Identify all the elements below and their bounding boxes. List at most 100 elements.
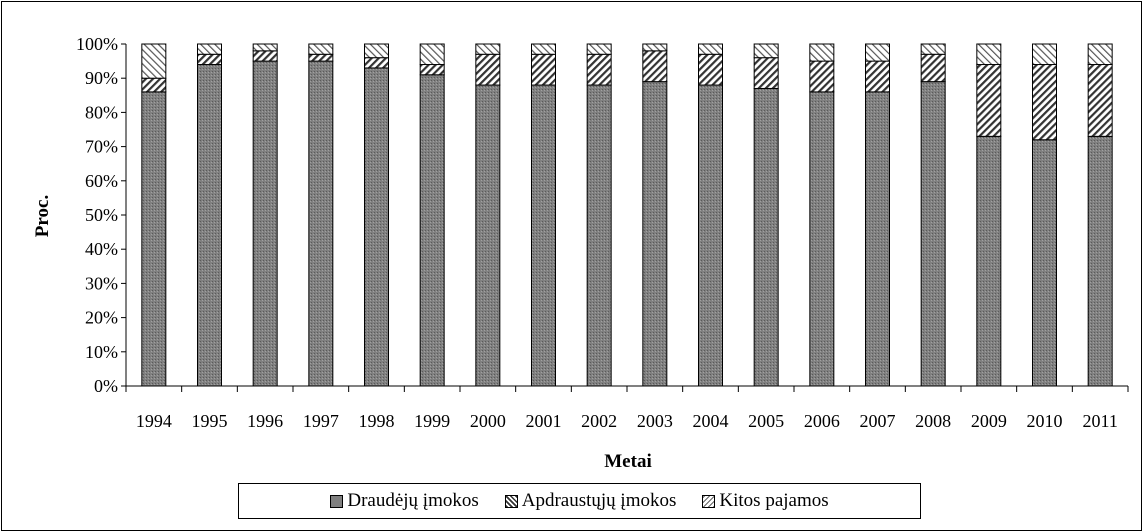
bar-segment: [920, 43, 946, 55]
bar-segment: [976, 64, 1002, 137]
bar-segment: [586, 43, 612, 55]
y-axis-ticks: 0% 10% 20% 30% 40% 50% 60% 70% 80% 90% 100%: [76, 34, 126, 396]
bar-segment: [809, 60, 835, 93]
bar-segment: [1032, 139, 1057, 387]
bar-segment: [197, 53, 222, 66]
y-tick-label: 70%: [85, 137, 118, 157]
y-tick-label: 40%: [85, 239, 118, 259]
legend: Draudėjų įmokos Apdraustųjų įmokos Kitos…: [238, 483, 921, 519]
bar-segment: [252, 50, 278, 62]
legend-label: Apdraustųjų įmokos: [521, 490, 677, 511]
x-tick-label: 1994: [136, 411, 172, 431]
x-tick-label: 1995: [192, 411, 228, 431]
y-tick-label: 10%: [85, 342, 118, 362]
bar-segment: [865, 91, 890, 387]
x-tick-label: 2000: [470, 411, 506, 431]
y-tick-label: 50%: [85, 205, 118, 225]
bar-segment: [419, 64, 445, 76]
x-tick-label: 1998: [359, 411, 395, 431]
bar-segment: [976, 135, 1002, 387]
y-tick-label: 90%: [85, 68, 118, 88]
bar-segment: [753, 57, 779, 89]
bar-segment: [809, 43, 835, 62]
bar-segment: [308, 60, 334, 387]
bar-segment: [308, 53, 334, 62]
bar-segment: [753, 43, 779, 59]
bar-segment: [698, 43, 723, 55]
bar-segment: [531, 43, 556, 55]
x-axis-ticks: 1994 1995 1996 1997 1998 1999 2000 2001 2002 2003…: [125, 386, 1129, 431]
bar-segment: [475, 53, 501, 86]
y-tick-label: 60%: [85, 171, 118, 191]
bar-segment: [141, 91, 167, 387]
bar-segment: [419, 74, 445, 387]
x-axis-title: Metai: [604, 451, 651, 472]
bar-segment: [642, 43, 668, 52]
bar-segment: [698, 53, 723, 86]
bar-segment: [809, 91, 835, 387]
bar-segment: [252, 43, 278, 52]
bar-segment: [308, 43, 334, 55]
legend-item-draudeju: Draudėjų įmokos: [330, 490, 479, 512]
bar-segment: [865, 60, 890, 93]
bar-segment: [141, 43, 167, 79]
x-tick-label: 2004: [693, 411, 729, 431]
bar-segment: [920, 53, 946, 83]
x-tick-label: 1999: [414, 411, 450, 431]
legend-label: Draudėjų įmokos: [347, 490, 479, 511]
bar-segment: [197, 64, 222, 387]
y-tick-label: 20%: [85, 308, 118, 328]
legend-swatch-dots-icon: [330, 494, 344, 508]
bar-segment: [920, 81, 946, 387]
bar-segment: [252, 60, 278, 387]
x-tick-label: 1996: [247, 411, 283, 431]
legend-swatch-diagonal-icon: [504, 494, 518, 508]
legend-swatch-light-diagonal-icon: [702, 494, 716, 508]
bar-segment: [1087, 135, 1113, 387]
bar-segment: [364, 57, 389, 69]
x-tick-label: 1997: [303, 411, 339, 431]
bar-segment: [642, 50, 668, 83]
bar-segment: [364, 67, 389, 387]
axes: [125, 44, 1128, 387]
y-tick-label: 0%: [94, 376, 118, 396]
bar-segment: [475, 84, 501, 387]
bar-segment: [531, 84, 556, 387]
bar-segment: [475, 43, 501, 55]
legend-item-kitos: Kitos pajamos: [702, 490, 829, 512]
bar-segment: [976, 43, 1002, 66]
x-tick-label: 2010: [1027, 411, 1063, 431]
bar-segment: [531, 53, 556, 86]
y-tick-label: 30%: [85, 273, 118, 293]
x-tick-label: 2009: [971, 411, 1007, 431]
x-tick-label: 2008: [915, 411, 951, 431]
x-tick-label: 2006: [804, 411, 840, 431]
y-tick-label: 100%: [76, 34, 118, 54]
bar-segment: [586, 84, 612, 387]
legend-item-apdraustuju: Apdraustųjų įmokos: [504, 490, 677, 512]
bar-segment: [419, 43, 445, 66]
bar-segment: [1087, 43, 1113, 66]
legend-label: Kitos pajamos: [719, 490, 829, 511]
bar-segment: [753, 87, 779, 387]
bar-segment: [698, 84, 723, 387]
bar-segment: [1032, 43, 1057, 66]
x-tick-label: 2005: [748, 411, 784, 431]
bar-segment: [1032, 64, 1057, 141]
bar-segment: [642, 81, 668, 387]
bar-segment: [197, 43, 222, 55]
y-axis-title: Proc.: [32, 195, 53, 237]
bar-segment: [141, 77, 167, 93]
x-tick-label: 2003: [637, 411, 673, 431]
bar-segment: [865, 43, 890, 62]
x-tick-label: 2011: [1082, 411, 1117, 431]
y-tick-label: 80%: [85, 102, 118, 122]
bar-segment: [1087, 64, 1113, 137]
x-tick-label: 2001: [526, 411, 562, 431]
bars-group: [141, 43, 1113, 387]
x-tick-label: 2007: [860, 411, 896, 431]
bar-segment: [586, 53, 612, 86]
bar-segment: [364, 43, 389, 59]
